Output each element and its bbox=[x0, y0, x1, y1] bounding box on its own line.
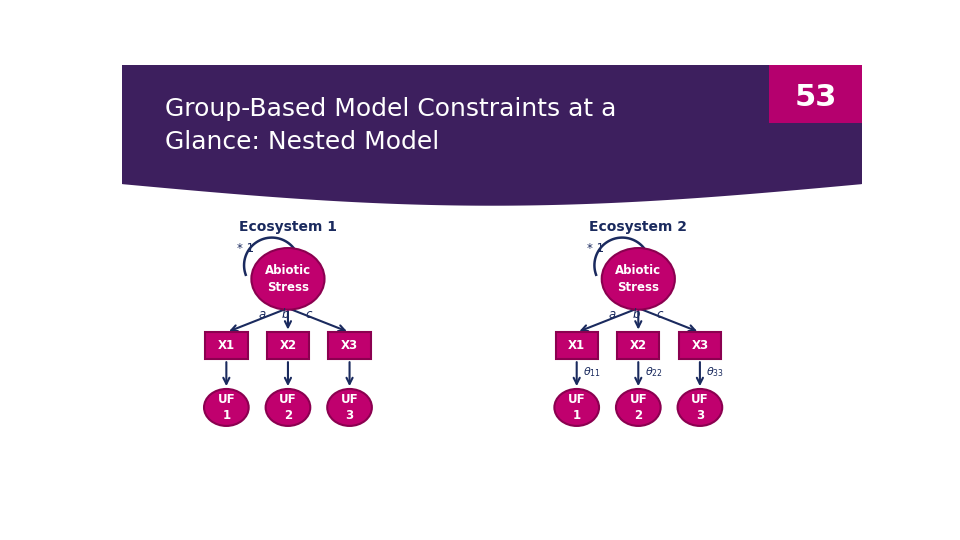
Text: 53: 53 bbox=[794, 83, 836, 112]
FancyBboxPatch shape bbox=[556, 333, 598, 359]
Ellipse shape bbox=[602, 248, 675, 309]
Text: * 1: * 1 bbox=[588, 241, 605, 254]
Text: Glance: Nested Model: Glance: Nested Model bbox=[165, 130, 439, 154]
Text: Ecosystem 2: Ecosystem 2 bbox=[589, 219, 687, 233]
FancyBboxPatch shape bbox=[328, 333, 371, 359]
Text: Abiotic
Stress: Abiotic Stress bbox=[615, 264, 661, 294]
FancyBboxPatch shape bbox=[205, 333, 248, 359]
Text: c: c bbox=[306, 308, 312, 321]
Text: UF
3: UF 3 bbox=[341, 393, 358, 422]
Text: UF
2: UF 2 bbox=[630, 393, 647, 422]
Text: X1: X1 bbox=[568, 339, 586, 353]
Ellipse shape bbox=[327, 389, 372, 426]
Text: b: b bbox=[282, 308, 289, 321]
Ellipse shape bbox=[554, 389, 599, 426]
Text: UF
3: UF 3 bbox=[691, 393, 708, 422]
FancyBboxPatch shape bbox=[267, 333, 309, 359]
Text: Ecosystem 1: Ecosystem 1 bbox=[239, 219, 337, 233]
Text: $\theta_{11}$: $\theta_{11}$ bbox=[583, 364, 601, 379]
Text: Abiotic
Stress: Abiotic Stress bbox=[265, 264, 311, 294]
FancyBboxPatch shape bbox=[617, 333, 660, 359]
Ellipse shape bbox=[204, 389, 249, 426]
FancyBboxPatch shape bbox=[123, 65, 861, 184]
Text: UF
2: UF 2 bbox=[279, 393, 297, 422]
Text: $\theta_{22}$: $\theta_{22}$ bbox=[645, 364, 662, 379]
Polygon shape bbox=[123, 65, 861, 206]
Text: c: c bbox=[656, 308, 662, 321]
Text: $\theta_{33}$: $\theta_{33}$ bbox=[707, 364, 724, 379]
Text: b: b bbox=[633, 308, 639, 321]
Text: * 1: * 1 bbox=[237, 241, 254, 254]
FancyBboxPatch shape bbox=[679, 333, 721, 359]
Text: UF
1: UF 1 bbox=[218, 393, 235, 422]
Ellipse shape bbox=[678, 389, 722, 426]
Text: X1: X1 bbox=[218, 339, 235, 353]
Text: X2: X2 bbox=[630, 339, 647, 353]
Ellipse shape bbox=[252, 248, 324, 309]
Text: X3: X3 bbox=[691, 339, 708, 353]
Text: a: a bbox=[609, 308, 616, 321]
Text: X2: X2 bbox=[279, 339, 297, 353]
Text: a: a bbox=[258, 308, 266, 321]
Text: X3: X3 bbox=[341, 339, 358, 353]
Text: UF
1: UF 1 bbox=[568, 393, 586, 422]
Ellipse shape bbox=[266, 389, 310, 426]
Text: Group-Based Model Constraints at a: Group-Based Model Constraints at a bbox=[165, 97, 616, 122]
Ellipse shape bbox=[616, 389, 660, 426]
FancyBboxPatch shape bbox=[769, 65, 861, 123]
